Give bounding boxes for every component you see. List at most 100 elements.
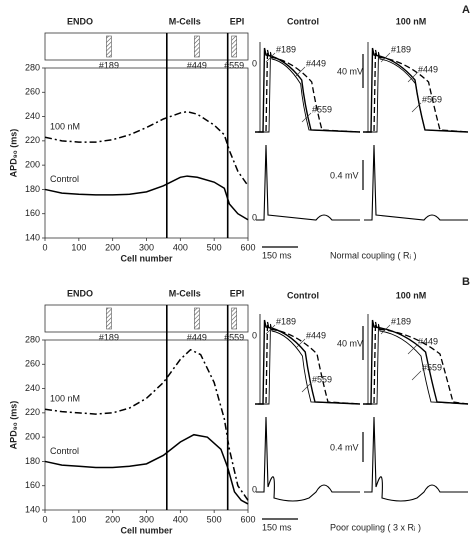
trace-leader — [407, 72, 418, 83]
trace-cell-label: #189 — [276, 44, 296, 54]
ecg-trace — [256, 144, 360, 221]
y-tick-label: 260 — [25, 87, 40, 97]
action-potential — [366, 321, 469, 405]
panel-label: A — [462, 4, 470, 16]
trace-cell-label: #189 — [391, 316, 411, 326]
y-tick-label: 220 — [25, 407, 40, 417]
x-tick-label: 100 — [71, 514, 86, 524]
y-tick-label: 240 — [25, 383, 40, 393]
region-label: EPI — [230, 16, 245, 26]
x-tick-label: 300 — [139, 242, 154, 252]
y-tick-label: 160 — [25, 208, 40, 218]
marked-cell-label: #559 — [224, 332, 244, 342]
x-axis-label: Cell number — [120, 525, 173, 535]
marked-cell — [194, 307, 200, 330]
region-label: M-Cells — [169, 16, 201, 26]
trace-leader — [407, 344, 418, 355]
trace-cell-label: #559 — [422, 362, 442, 372]
trace-column-title: Control — [287, 16, 319, 26]
marked-cell — [231, 35, 237, 58]
series-line — [44, 175, 249, 221]
x-tick-label: 100 — [71, 242, 86, 252]
trace-leader — [301, 382, 312, 393]
trace-cell-label: #559 — [312, 374, 332, 384]
x-tick-label: 200 — [105, 514, 120, 524]
trace-cell-label: #189 — [391, 44, 411, 54]
marked-cell — [106, 307, 112, 330]
series-line — [44, 348, 249, 501]
x-tick-label: 400 — [173, 514, 188, 524]
y-tick-label: 220 — [25, 135, 40, 145]
y-tick-label: 200 — [25, 432, 40, 442]
ecg-trace — [364, 416, 468, 502]
trace-column-title: Control — [287, 290, 319, 300]
x-tick-label: 600 — [240, 242, 255, 252]
marked-cell-label: #449 — [187, 332, 207, 342]
marked-cell — [106, 35, 112, 58]
trace-cell-label: #189 — [276, 316, 296, 326]
y-tick-label: 280 — [25, 62, 40, 72]
zero-label: 0 — [252, 58, 257, 68]
trace-column-title: 100 nM — [396, 16, 427, 26]
x-tick-label: 400 — [173, 242, 188, 252]
zero-label: 0 — [252, 484, 257, 494]
series-label: 100 nM — [50, 122, 80, 132]
series-label: 100 nM — [50, 394, 80, 404]
y-axis-label: APD₉₀ (ms) — [8, 129, 18, 178]
trace-cell-label: #559 — [422, 94, 442, 104]
x-tick-label: 500 — [207, 242, 222, 252]
ecg-trace — [256, 416, 360, 502]
trace-column-title: 100 nM — [396, 290, 427, 300]
action-potential — [366, 49, 469, 133]
x-tick-label: 600 — [240, 514, 255, 524]
series-line — [44, 433, 249, 505]
y-tick-label: 260 — [25, 359, 40, 369]
plot-frame — [44, 67, 249, 239]
x-axis-label: Cell number — [120, 253, 173, 263]
plot-frame — [44, 339, 249, 511]
panel-label: B — [462, 276, 470, 288]
ecg-trace — [364, 144, 468, 221]
region-label: ENDO — [67, 288, 93, 298]
scale-ecg-label: 0.4 mV — [330, 442, 359, 452]
y-tick-label: 140 — [25, 504, 40, 514]
action-potential — [261, 323, 361, 405]
action-potential — [258, 321, 361, 405]
trace-cell-label: #559 — [312, 104, 332, 114]
trace-cell-label: #449 — [306, 58, 326, 68]
zero-label: 0 — [252, 330, 257, 340]
marked-cell-label: #449 — [187, 60, 207, 70]
coupling-label: Poor coupling ( 3 x Rᵢ ) — [330, 522, 421, 532]
y-tick-label: 280 — [25, 334, 40, 344]
series-label: Control — [50, 174, 79, 184]
trace-cell-label: #449 — [418, 64, 438, 74]
coupling-label: Normal coupling ( Rᵢ ) — [330, 250, 416, 260]
action-potential — [363, 319, 469, 405]
trace-leader — [265, 52, 276, 63]
action-potential — [258, 49, 361, 133]
trace-cell-label: #449 — [418, 336, 438, 346]
trace-leader — [380, 52, 391, 63]
marked-cell — [231, 307, 237, 330]
action-potential — [261, 51, 361, 133]
trace-leader — [411, 102, 422, 113]
x-tick-label: 0 — [42, 514, 47, 524]
y-tick-label: 160 — [25, 480, 40, 490]
trace-leader — [295, 338, 306, 349]
action-potential — [369, 323, 469, 405]
marked-cell-label: #189 — [99, 60, 119, 70]
x-tick-label: 200 — [105, 242, 120, 252]
scale-t-label: 150 ms — [262, 522, 292, 532]
marked-cell-label: #559 — [224, 60, 244, 70]
action-potential — [255, 47, 361, 133]
scale-ecg-label: 0.4 mV — [330, 170, 359, 180]
zero-label: 0 — [252, 212, 257, 222]
region-label: ENDO — [67, 16, 93, 26]
y-tick-label: 180 — [25, 184, 40, 194]
x-tick-label: 0 — [42, 242, 47, 252]
trace-leader — [301, 112, 312, 123]
x-tick-label: 300 — [139, 514, 154, 524]
scale-v-label: 40 mV — [337, 66, 363, 76]
x-tick-label: 500 — [207, 514, 222, 524]
